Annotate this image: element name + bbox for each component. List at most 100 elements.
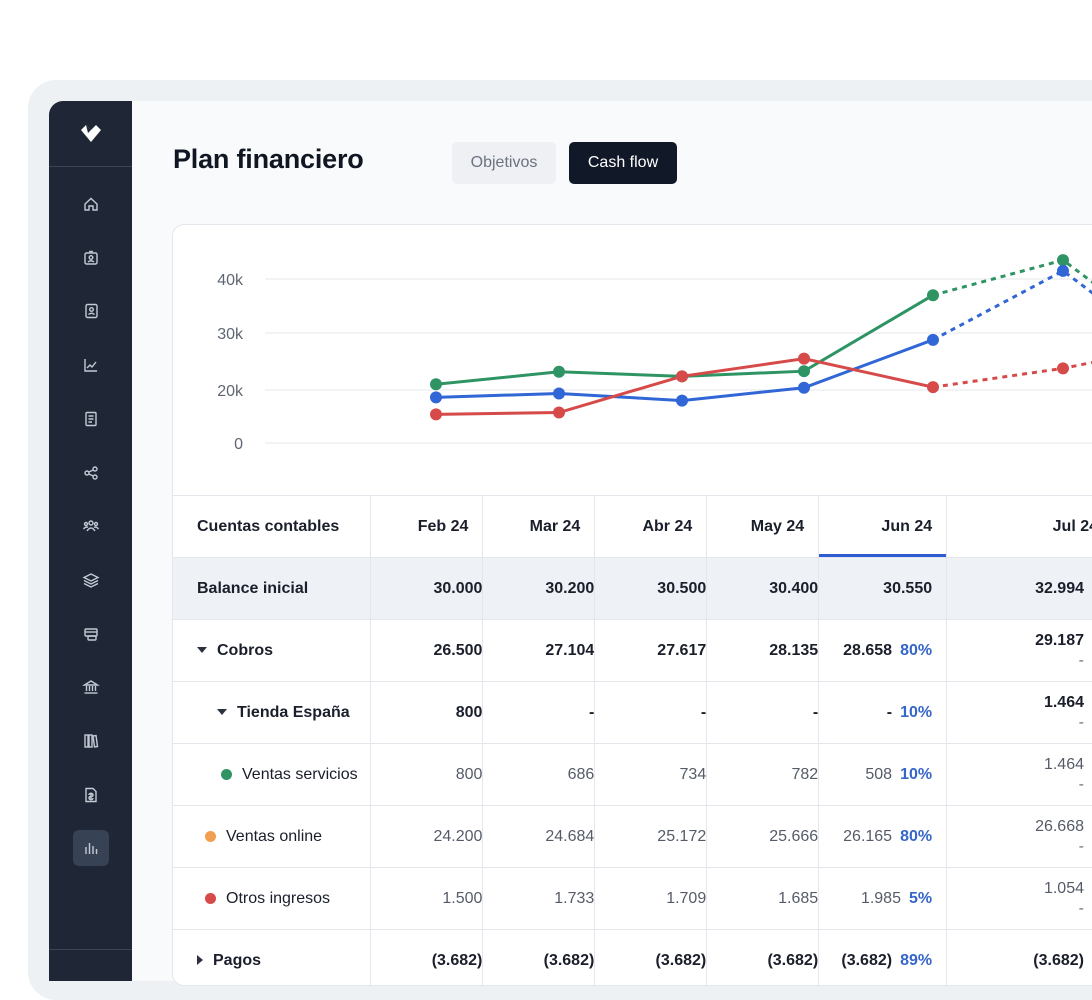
table-cell[interactable]: 30.550 <box>818 557 948 620</box>
table-cell[interactable]: 1.985 5% <box>818 867 948 930</box>
table-cell[interactable]: 782 <box>706 743 820 806</box>
table-cell[interactable]: 30.400 <box>706 557 820 620</box>
table-cell[interactable]: 1.464 - <box>946 743 1092 806</box>
table-cell[interactable]: (3.682) <box>594 929 708 985</box>
column-header[interactable]: Jul 24 <box>946 495 1092 558</box>
table-cell[interactable]: (3.682) <box>706 929 820 985</box>
data-point[interactable] <box>430 408 442 421</box>
data-point[interactable] <box>676 394 688 407</box>
table-cell[interactable]: 26.668 - <box>946 805 1092 868</box>
sidebar-item-bar-chart[interactable] <box>73 830 109 867</box>
sidebar-item-invoice[interactable] <box>73 777 109 813</box>
sidebar-item-share-nodes[interactable] <box>73 455 109 491</box>
table-cell[interactable]: 25.172 <box>594 805 708 868</box>
data-point[interactable] <box>676 370 688 383</box>
table-cell[interactable]: 24.200 <box>370 805 484 868</box>
data-point[interactable] <box>927 289 939 302</box>
sidebar-item-document[interactable] <box>73 401 109 437</box>
series-forecast-line <box>932 361 1092 389</box>
column-header[interactable]: Mar 24 <box>482 495 596 558</box>
table-cell[interactable]: - <box>594 681 708 744</box>
table-cell[interactable]: 30.200 <box>482 557 596 620</box>
data-point[interactable] <box>1057 264 1069 277</box>
chevron-right-icon[interactable] <box>197 954 203 965</box>
sidebar-item-card-stack[interactable] <box>73 616 109 652</box>
sidebar-item-trend-chart[interactable] <box>73 347 109 383</box>
table-cell[interactable]: 29.187 - <box>946 619 1092 682</box>
sidebar-item-bank[interactable] <box>73 669 109 705</box>
tab-objetivos[interactable]: Objetivos <box>452 142 556 184</box>
cell-value: 1.500 <box>442 889 483 907</box>
data-point[interactable] <box>927 333 939 346</box>
table-row[interactable]: Pagos (3.682) (3.682) (3.682) (3.682) (3.682)… <box>173 929 1092 985</box>
table-cell[interactable]: 27.617 <box>594 619 708 682</box>
table-cell[interactable]: 800 <box>370 681 484 744</box>
column-header[interactable]: Abr 24 <box>594 495 708 558</box>
column-header[interactable]: May 24 <box>706 495 820 558</box>
cell-value: 1.464 <box>1043 693 1084 711</box>
table-row[interactable]: Tienda España 800- - - -10% 1.464- <box>173 681 1092 744</box>
data-point[interactable] <box>1057 362 1069 375</box>
column-header-selected[interactable]: Jun 24 <box>818 495 948 558</box>
logo-icon[interactable] <box>77 121 105 149</box>
sidebar-item-id-card[interactable] <box>73 240 109 276</box>
table-cell[interactable]: 28.658 80% <box>818 619 948 682</box>
table-cell[interactable]: 28.135 <box>706 619 820 682</box>
table-cell[interactable]: 27.104 <box>482 619 596 682</box>
table-cell[interactable]: 25.666 <box>706 805 820 868</box>
sidebar-item-layers[interactable] <box>73 562 109 598</box>
chevron-down-icon[interactable] <box>217 708 227 715</box>
column-header[interactable]: Feb 24 <box>370 495 484 558</box>
sidebar-item-team[interactable] <box>73 508 109 544</box>
cell-value: 30.000 <box>433 579 483 597</box>
table-cell[interactable]: 1.733 <box>482 867 596 930</box>
table-cell[interactable]: 1.709 <box>594 867 708 930</box>
table-row[interactable]: Cobros 26.500 27.104 27.617 28.135 28.658 80% 2… <box>173 619 1092 682</box>
table-cell[interactable]: (3.682) 89% <box>818 929 948 985</box>
table-cell[interactable]: 26.500 <box>370 619 484 682</box>
data-point[interactable] <box>798 352 810 365</box>
table-cell[interactable]: -10% <box>818 681 948 744</box>
data-point[interactable] <box>553 365 565 378</box>
table-cell[interactable]: 800 <box>370 743 484 806</box>
column-header-accounts[interactable]: Cuentas contables <box>173 495 372 558</box>
sidebar-item-library[interactable] <box>73 723 109 759</box>
table-cell[interactable]: 734 <box>594 743 708 806</box>
table-cell[interactable]: 32.994 <box>946 557 1092 620</box>
sidebar-item-contact-book[interactable] <box>73 293 109 329</box>
data-point[interactable] <box>1057 254 1069 267</box>
tab-cash-flow[interactable]: Cash flow <box>569 142 677 184</box>
table-cell[interactable]: - <box>482 681 596 744</box>
table-cell[interactable]: (3.682) <box>482 929 596 985</box>
table-cell[interactable]: 30.500 <box>594 557 708 620</box>
data-point[interactable] <box>553 387 565 400</box>
data-point[interactable] <box>798 381 810 394</box>
chevron-down-icon[interactable] <box>197 646 207 653</box>
table-cell[interactable]: - <box>706 681 820 744</box>
table-row[interactable]: Otros ingresos 1.500 1.733 1.709 1.685 1.985 5… <box>173 867 1092 930</box>
table-cell[interactable]: 686 <box>482 743 596 806</box>
table-row[interactable]: Ventas servicios 800 686 734 782 508 10% 1.464 - <box>173 743 1092 806</box>
table-cell[interactable]: 1.685 <box>706 867 820 930</box>
table-cell[interactable]: 26.165 80% <box>818 805 948 868</box>
table-cell[interactable]: 1.054 - <box>946 867 1092 930</box>
table-cell[interactable]: 1.464 - <box>946 681 1092 744</box>
data-point[interactable] <box>798 365 810 378</box>
data-point[interactable] <box>430 391 442 404</box>
table-row[interactable]: Ventas online 24.200 24.684 25.172 25.666 26.… <box>173 805 1092 868</box>
data-point[interactable] <box>553 406 565 419</box>
table-cell[interactable]: 508 10% <box>818 743 948 806</box>
table-cell[interactable]: 30.000 <box>370 557 484 620</box>
data-point[interactable] <box>927 381 939 394</box>
sidebar-item-home[interactable] <box>73 186 109 222</box>
cell-value: 26.668 <box>1035 817 1084 835</box>
row-label: Ventas servicios <box>173 743 372 806</box>
table-header-row: Cuentas contables Feb 24 Mar 24 Abr 24 M… <box>173 495 1092 558</box>
cell-value: - <box>812 703 819 721</box>
table-cell[interactable]: 24.684 <box>482 805 596 868</box>
data-point[interactable] <box>430 378 442 391</box>
table-cell[interactable]: (3.682) <box>370 929 484 985</box>
table-cell[interactable]: (3.682) <box>946 929 1092 985</box>
table-cell[interactable]: 1.500 <box>370 867 484 930</box>
table-row[interactable]: Balance inicial 30.000 30.200 30.500 30.400 3… <box>173 557 1092 620</box>
